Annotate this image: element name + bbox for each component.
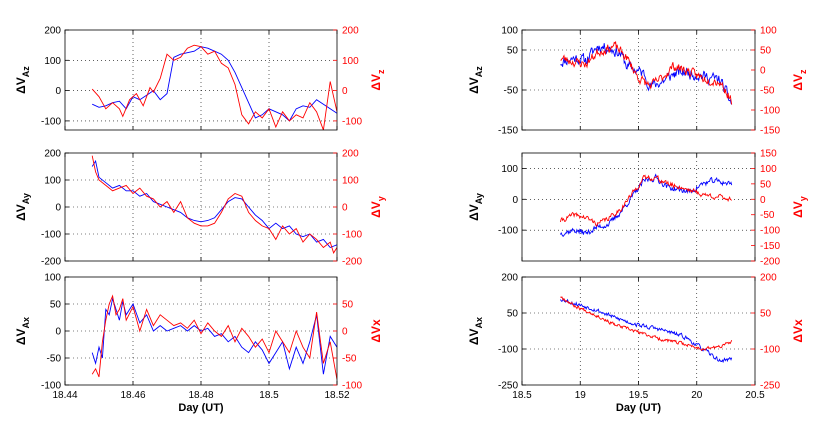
y-right-tick-label: 100 (342, 176, 359, 187)
y-right-axis-label: ΔVz (369, 69, 386, 91)
y-right-tick-label: -250 (760, 381, 780, 392)
panel-left-ax: 18.44 18.46 18.48 18.5 18.52 Day (UT) -100 -50 0… (14, 273, 383, 415)
series-line-red (559, 174, 732, 227)
y-right-tick-label: -50 (760, 210, 775, 221)
y-right-tick-label: 100 (342, 56, 359, 67)
x-tick-label: 18.5 (512, 390, 532, 401)
y-axis-label: ΔVAx (467, 317, 484, 345)
y-right-tick-label: 50 (760, 309, 772, 320)
y-tick-label: -150 (498, 126, 518, 137)
y-tick-label: 0 (55, 327, 61, 338)
x-tick-label: 20 (691, 390, 703, 401)
y-right-tick-label: 200 (760, 273, 777, 284)
y-right-tick-label: 100 (760, 164, 777, 175)
y-right-tick-label: -150 (760, 241, 780, 252)
y-right-axis-label: ΔVy (791, 196, 808, 218)
y-right-tick-label: 0 (760, 195, 766, 206)
y-right-tick-label: -200 (760, 257, 780, 268)
y-tick-label: 100 (44, 273, 61, 284)
series-line-blue (91, 296, 337, 375)
y-right-tick-label: -50 (760, 86, 775, 97)
x-tick-label: 18.44 (52, 390, 77, 401)
y-axis-label: ΔVAz (14, 66, 31, 94)
y-tick-label: 200 (44, 26, 61, 37)
y-tick-label: 0 (55, 86, 61, 97)
y-right-tick-label: -150 (760, 126, 780, 137)
y-tick-label: -100 (498, 345, 518, 356)
y-right-tick-label: 0 (342, 86, 348, 97)
y-right-tick-label: 200 (342, 26, 359, 37)
panel-left-az: -100 0 100 200 -100 0 100 200 ΔVAz ΔVz (14, 26, 386, 131)
series-line-blue (91, 159, 337, 249)
panel-right-ay: -100 0 100 -200 -150 -100 -50 0 50 100 150 ΔVAy ΔVy (467, 149, 808, 268)
y-right-tick-label: 0 (342, 203, 348, 214)
y-right-tick-label: -50 (342, 354, 357, 365)
series-line-blue (92, 46, 337, 122)
x-tick-label: 18.48 (188, 390, 213, 401)
x-tick-label: 20.5 (745, 390, 765, 401)
panel-right-az: -150 -50 50 100 -150 -100 -50 0 50 100 ΔVAz ΔVz (467, 26, 808, 137)
y-right-tick-label: -100 (760, 226, 780, 237)
series-line-red (560, 41, 733, 105)
y-axis-label: ΔVAz (467, 66, 484, 94)
y-tick-label: -100 (41, 381, 61, 392)
y-right-axis-label: ΔVx (791, 319, 805, 343)
y-tick-label: -100 (498, 226, 518, 237)
y-right-tick-label: 50 (760, 46, 772, 57)
y-right-tick-label: 50 (760, 179, 772, 190)
series-line-blue (560, 173, 733, 237)
x-tick-label: 19.5 (629, 390, 649, 401)
y-axis-label: ΔVAy (467, 193, 484, 221)
y-right-tick-label: 100 (760, 26, 777, 37)
y-tick-label: 200 (501, 273, 518, 284)
y-right-tick-label: -100 (342, 230, 362, 241)
y-tick-label: 0 (512, 195, 518, 206)
y-tick-label: -200 (41, 257, 61, 268)
y-tick-label: 200 (44, 149, 61, 160)
y-axis-label: ΔVAx (14, 317, 31, 345)
x-tick-label: 19 (575, 390, 587, 401)
y-right-tick-label: 50 (342, 300, 354, 311)
x-tick-label: 18.52 (324, 390, 349, 401)
series-line-red (560, 296, 733, 352)
y-tick-label: -50 (47, 354, 62, 365)
series-line-red (91, 294, 337, 380)
y-axis-label: ΔVAy (14, 193, 31, 221)
y-right-tick-label: -100 (342, 116, 362, 127)
y-right-axis-label: ΔVx (369, 319, 383, 343)
panel-left-ay: -200 -100 0 100 200 -200 -100 0 100 200 ΔVAy ΔVy (14, 149, 386, 268)
y-right-axis-label: ΔVz (791, 69, 808, 91)
y-tick-label: 100 (44, 176, 61, 187)
y-tick-label: -100 (41, 116, 61, 127)
y-tick-label: 50 (50, 300, 62, 311)
y-tick-label: -250 (498, 381, 518, 392)
series-line-blue (560, 43, 733, 105)
y-right-tick-label: -100 (342, 381, 362, 392)
y-right-tick-label: 0 (760, 66, 766, 77)
y-tick-label: -50 (504, 86, 519, 97)
y-right-axis-label: ΔVy (369, 196, 386, 218)
y-tick-label: 100 (501, 164, 518, 175)
y-tick-label: 50 (507, 309, 519, 320)
x-axis-label: Day (UT) (616, 402, 662, 414)
series-line-blue (560, 298, 733, 364)
x-tick-label: 18.46 (120, 390, 145, 401)
x-tick-label: 18.5 (259, 390, 279, 401)
y-right-tick-label: -100 (760, 345, 780, 356)
y-tick-label: 100 (501, 26, 518, 37)
y-tick-label: -100 (41, 230, 61, 241)
y-tick-label: 100 (44, 56, 61, 67)
y-right-tick-label: 150 (760, 149, 777, 160)
x-axis-label: Day (UT) (178, 402, 224, 414)
y-right-tick-label: 0 (342, 327, 348, 338)
y-right-tick-label: -200 (342, 257, 362, 268)
y-right-tick-label: 200 (342, 149, 359, 160)
y-tick-label: 50 (507, 46, 519, 57)
series-line-red (91, 44, 337, 130)
series-line-red (91, 155, 337, 254)
panel-right-ax: 18.5 19 19.5 20 20.5 Day (UT) -250 -100 50 200 -25… (467, 273, 805, 415)
y-right-tick-label: -100 (760, 106, 780, 117)
y-tick-label: 0 (55, 203, 61, 214)
